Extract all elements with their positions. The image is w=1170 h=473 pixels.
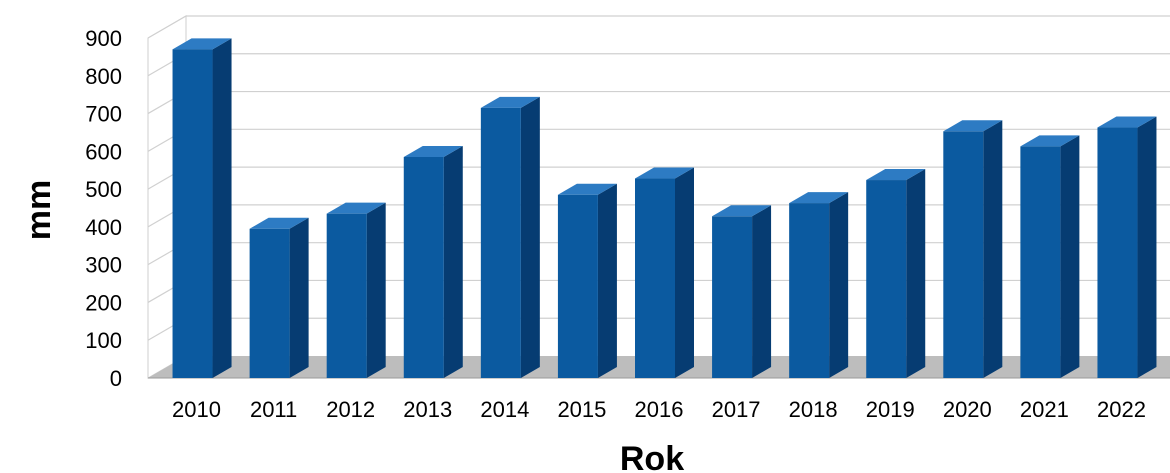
x-tick-label: 2015	[557, 397, 606, 422]
x-tick-label: 2011	[250, 397, 297, 422]
y-axis-title: mm	[20, 180, 58, 240]
bar-front-face	[866, 180, 907, 378]
y-tick-label: 400	[85, 215, 122, 240]
bar-side-face	[906, 169, 926, 378]
bar-top-face	[1020, 135, 1080, 147]
bar-top-face	[249, 217, 309, 229]
y-tick-label: 600	[85, 139, 122, 164]
bar-2016	[635, 167, 694, 378]
bar-2022	[1097, 116, 1157, 379]
bar-top-face	[712, 205, 772, 217]
y-tick-label: 300	[85, 253, 122, 278]
x-axis-ticks: 2010 2011 2012 2013 2014 2015 2016 2017 2018 2019…	[172, 397, 1146, 422]
x-tick-label: 2019	[866, 397, 915, 422]
x-tick-label: 2016	[635, 397, 684, 422]
x-tick-label: 2020	[943, 397, 992, 422]
bar-2020	[943, 120, 1003, 379]
bar-front-face	[326, 213, 367, 378]
bar-front-face	[249, 228, 290, 378]
gridline	[147, 128, 1170, 152]
y-axis-ticks: 0 100 200 300 400 500 600 700 800 900	[85, 26, 122, 391]
bar-top-face	[326, 202, 386, 214]
bar-front-face	[789, 203, 830, 378]
bar-side-face	[675, 167, 694, 378]
bar-front-face	[635, 178, 675, 378]
bar-2012	[326, 202, 386, 378]
gridline	[147, 15, 1170, 39]
bar-2014	[480, 96, 540, 378]
bar-top-face	[866, 169, 926, 181]
bar-side-face	[212, 38, 232, 378]
y-tick-label: 200	[85, 290, 122, 315]
bar-top-face	[789, 192, 849, 204]
bar-2013	[403, 146, 463, 378]
bar-top-face	[943, 120, 1003, 132]
bar-front-face	[557, 194, 598, 378]
y-tick-label: 800	[85, 64, 122, 89]
bar-top-face	[172, 38, 232, 50]
bar-side-face	[752, 205, 772, 378]
bar-front-face	[172, 49, 213, 378]
bar-2011	[249, 217, 309, 378]
x-tick-label: 2014	[480, 397, 529, 422]
bar-top-face	[557, 183, 617, 195]
gridline	[147, 53, 1170, 77]
x-axis-title: Rok	[620, 440, 684, 473]
gridline	[147, 90, 1170, 115]
bar-side-face	[366, 202, 386, 378]
bars	[172, 38, 1157, 379]
y-tick-label: 700	[85, 102, 122, 127]
y-tick-label: 500	[85, 177, 122, 202]
bar-2019	[866, 169, 926, 378]
y-tick-label: 900	[85, 26, 122, 51]
bar-2015	[557, 183, 617, 378]
bar-front-face	[403, 157, 444, 378]
x-tick-label: 2017	[712, 397, 761, 422]
bar-top-face	[403, 146, 463, 157]
bar-front-face	[712, 216, 753, 378]
bar-side-face	[597, 183, 617, 378]
bar-2010	[172, 38, 232, 378]
bar-front-face	[1097, 127, 1138, 379]
bar-side-face	[829, 192, 849, 378]
bar-side-face	[1137, 116, 1157, 379]
bar-top-face	[1097, 116, 1157, 128]
y-tick-label: 100	[85, 328, 122, 353]
x-tick-label: 2010	[172, 397, 221, 422]
bar-top-face	[480, 96, 540, 108]
x-tick-label: 2022	[1097, 397, 1146, 422]
bar-side-face	[520, 96, 540, 378]
bar-front-face	[480, 107, 521, 378]
bar-front-face	[1020, 146, 1061, 378]
x-tick-label: 2021	[1020, 397, 1069, 422]
bar-front-face	[943, 131, 984, 378]
bar-2018	[789, 192, 849, 378]
x-tick-label: 2013	[403, 397, 452, 422]
bar-side-face	[289, 217, 309, 378]
bar-side-face	[443, 146, 463, 378]
bar-2017	[712, 205, 772, 378]
bar-2021	[1020, 135, 1080, 378]
bar-side-face	[1060, 135, 1080, 378]
y-tick-label: 0	[110, 366, 122, 391]
x-tick-label: 2018	[789, 397, 838, 422]
bar-side-face	[983, 120, 1003, 379]
x-tick-label: 2012	[326, 397, 375, 422]
bar-top-face	[635, 167, 694, 179]
